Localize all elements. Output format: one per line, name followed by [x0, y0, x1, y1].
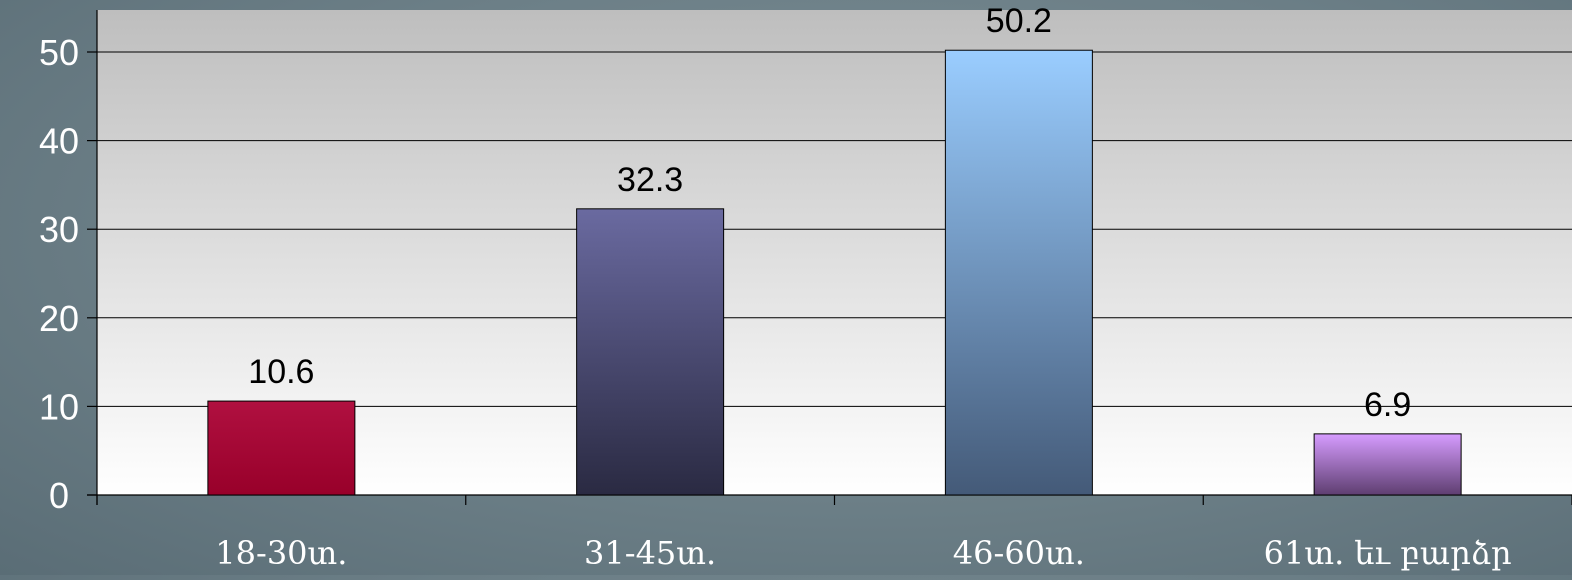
y-tick-labels: 0 10 20 30 40 50	[39, 32, 79, 516]
data-label-1: 32.3	[617, 161, 683, 199]
y-tick-label-50: 50	[39, 32, 79, 73]
bar-3	[1313, 433, 1462, 496]
bar-2	[944, 49, 1093, 496]
bar-0	[207, 400, 356, 496]
y-tick-label-30: 30	[39, 209, 79, 250]
data-label-3: 6.9	[1364, 386, 1411, 424]
y-tick-label-10: 10	[39, 386, 79, 427]
x-tick-label-1: 31-45տ.	[584, 534, 716, 572]
x-tick-label-2: 46-60տ.	[953, 534, 1085, 572]
data-label-2: 50.2	[986, 2, 1052, 40]
data-label-0: 10.6	[248, 353, 314, 391]
y-tick-label-0: 0	[49, 475, 69, 516]
x-tick-label-3: 61տ. եւ բարձր	[1264, 534, 1512, 572]
bar-1	[576, 208, 725, 496]
y-tick-label-20: 20	[39, 298, 79, 339]
data-labels: 10.6 32.3 50.2 6.9	[248, 2, 1411, 424]
y-tick-label-40: 40	[39, 121, 79, 162]
x-tick-labels: 18-30տ. 31-45տ. 46-60տ. 61տ. եւ բարձր	[215, 534, 1511, 572]
x-tick-label-0: 18-30տ.	[215, 534, 347, 572]
bars	[207, 49, 1462, 496]
